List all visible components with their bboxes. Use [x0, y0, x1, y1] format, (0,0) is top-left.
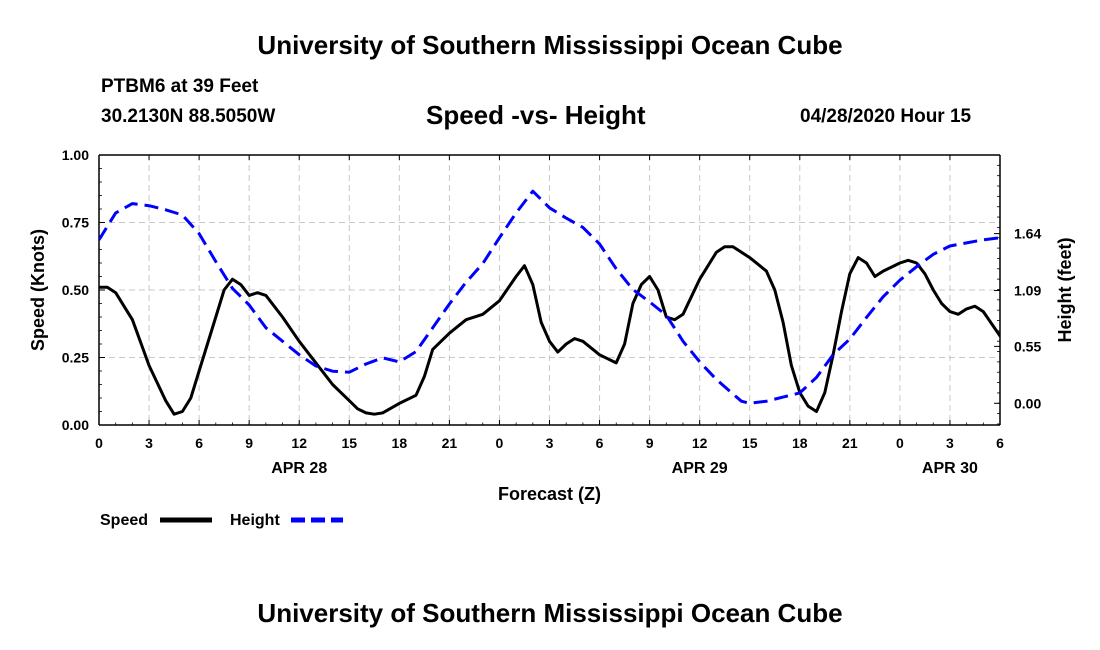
x-tick-label: 18	[792, 435, 808, 451]
legend-height-label: Height	[230, 512, 280, 529]
y2-tick-label: 1.09	[1014, 283, 1041, 299]
x-tick-label: 0	[95, 435, 103, 451]
y2-tick-label: 0.55	[1014, 338, 1041, 354]
x-axis-label: Forecast (Z)	[498, 484, 601, 504]
y2-tick-label: 0.00	[1014, 395, 1041, 411]
legend-speed-label: Speed	[100, 512, 148, 529]
page-title: University of Southern Mississippi Ocean…	[257, 30, 843, 60]
x-tick-label: 0	[496, 435, 504, 451]
footer-title: University of Southern Mississippi Ocean…	[257, 598, 843, 628]
x-tick-label: 12	[692, 435, 708, 451]
x-tick-label: 6	[996, 435, 1004, 451]
station-label: PTBM6 at 39 Feet	[101, 76, 259, 97]
y2-tick-label: 1.64	[1014, 226, 1041, 242]
y-axis-label: Speed (Knots)	[28, 229, 48, 351]
x-tick-label: 9	[646, 435, 654, 451]
x-tick-label: 18	[392, 435, 408, 451]
x-tick-label: 3	[946, 435, 954, 451]
x-tick-label: 9	[245, 435, 253, 451]
y-tick-label: 0.50	[62, 282, 89, 298]
y-tick-label: 0.75	[62, 215, 89, 231]
speed-series-line	[99, 245, 1000, 416]
x-tick-label: 3	[145, 435, 153, 451]
x-tick-label: 21	[842, 435, 858, 451]
x-tick-label: 21	[442, 435, 458, 451]
y2-axis-label: Height (feet)	[1055, 238, 1075, 343]
coordinates-label: 30.2130N 88.5050W	[101, 106, 276, 127]
height-series-line	[99, 189, 1000, 405]
forecast-datetime: 04/28/2020 Hour 15	[800, 106, 972, 127]
x-tick-label: 15	[341, 435, 357, 451]
x-tick-label: 6	[596, 435, 604, 451]
x-tick-label: 3	[546, 435, 554, 451]
chart-title: Speed -vs- Height	[426, 100, 646, 130]
y-tick-label: 0.25	[62, 350, 89, 366]
x-tick-label: 12	[291, 435, 307, 451]
y-tick-label: 0.00	[62, 417, 89, 433]
x-tick-label: 6	[195, 435, 203, 451]
x-tick-label: 15	[742, 435, 758, 451]
date-label: APR 28	[271, 460, 327, 477]
date-label: APR 29	[672, 460, 728, 477]
x-tick-label: 0	[896, 435, 904, 451]
date-label: APR 30	[922, 460, 978, 477]
y-tick-label: 1.00	[62, 147, 89, 163]
